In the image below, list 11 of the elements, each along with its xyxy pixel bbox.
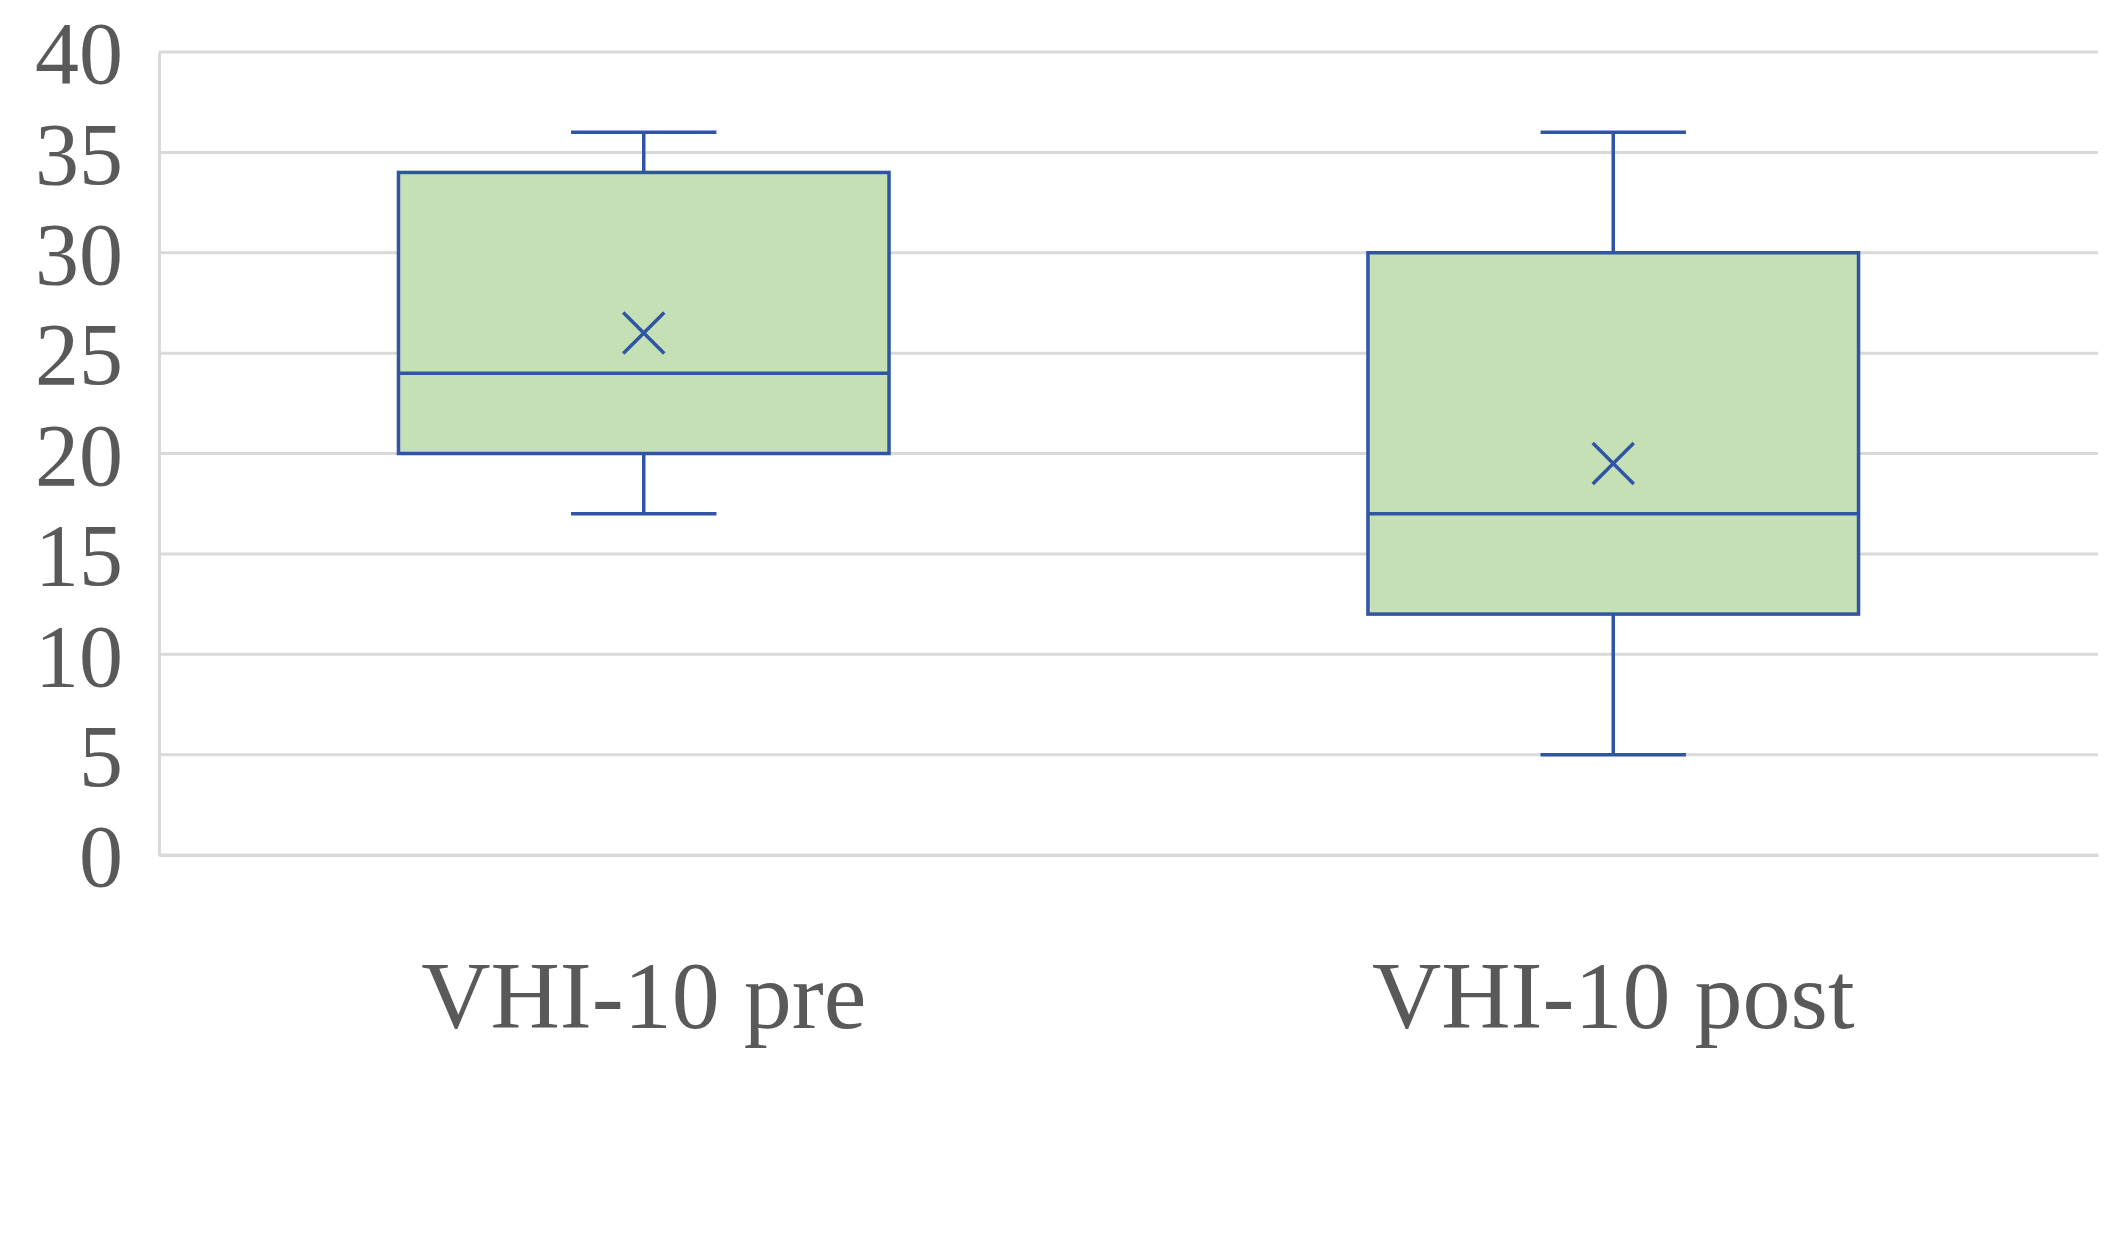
y-tick-label: 10 (35, 607, 123, 705)
y-tick-label: 30 (35, 206, 123, 304)
x-tick-label: VHI-10 pre (421, 942, 867, 1050)
y-tick-label: 25 (35, 306, 123, 404)
y-tick-label: 15 (35, 507, 123, 605)
y-tick-label: 5 (79, 707, 123, 805)
x-tick-label: VHI-10 post (1371, 942, 1855, 1050)
y-tick-label: 20 (35, 406, 123, 504)
y-tick-label: 40 (35, 5, 123, 103)
y-tick-label: 35 (35, 105, 123, 203)
y-tick-label: 0 (79, 808, 123, 906)
